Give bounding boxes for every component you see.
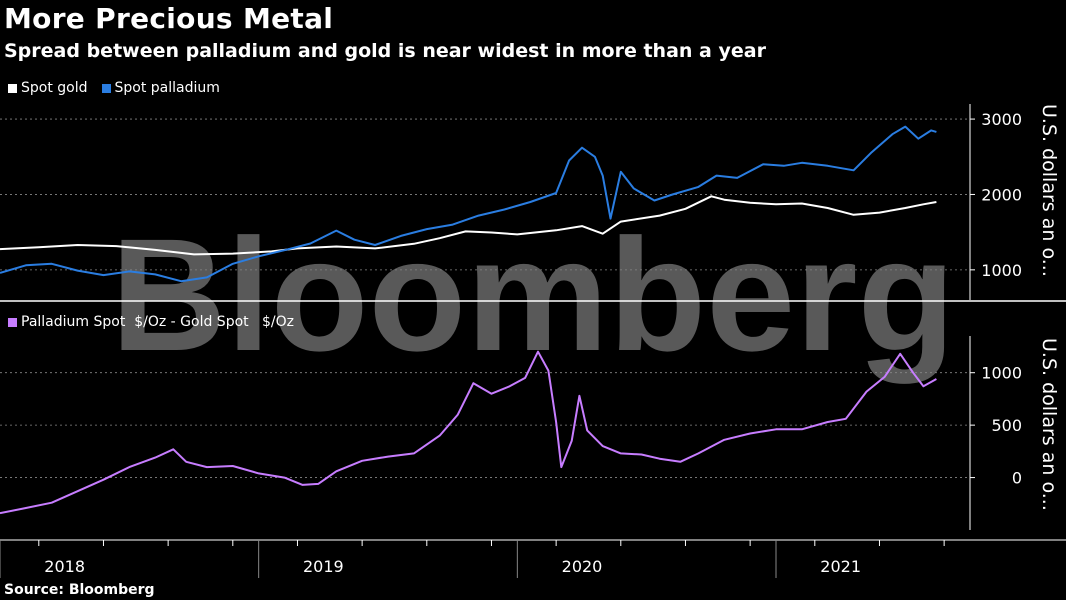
palladium-swatch-icon [101, 83, 111, 93]
chart-subtitle: Spread between palladium and gold is nea… [4, 40, 766, 62]
spread-swatch-icon [8, 317, 17, 327]
y-tick-label: 500 [991, 416, 1022, 435]
legend-label-gold: Spot gold [21, 80, 88, 96]
x-tick-label: 2021 [820, 557, 861, 576]
bottom-y-axis-label: U.S. dollars an o... [1038, 338, 1060, 511]
series-line-spot-gold [0, 195, 937, 256]
bottom-legend: Palladium Spot $/Oz - Gold Spot $/Oz [8, 314, 294, 330]
series-line-palladium-spot-oz-gold-spot-oz [0, 350, 937, 515]
y-tick-label: 3000 [981, 110, 1022, 129]
x-tick-label: 2019 [303, 557, 344, 576]
source-note: Source: Bloomberg [4, 582, 155, 598]
y-tick-label: 1000 [981, 364, 1022, 383]
gold-swatch-icon [8, 83, 17, 93]
top-y-axis-label: U.S. dollars an o... [1038, 104, 1060, 277]
watermark-text: Bloomberg [111, 205, 955, 384]
legend-item-gold: Spot gold [8, 80, 88, 96]
legend-label-palladium: Spot palladium [114, 80, 220, 96]
chart-title: More Precious Metal [4, 2, 334, 35]
top-legend: Spot gold Spot palladium [8, 80, 220, 96]
series-line-spot-palladium [0, 125, 937, 283]
y-tick-label: 0 [1012, 469, 1022, 488]
y-tick-label: 2000 [981, 185, 1022, 204]
legend-item-palladium: Spot palladium [101, 80, 220, 96]
x-tick-label: 2018 [44, 557, 85, 576]
y-tick-label: 1000 [981, 261, 1022, 280]
legend-label-spread: Palladium Spot $/Oz - Gold Spot $/Oz [21, 314, 294, 330]
x-tick-label: 2020 [562, 557, 603, 576]
legend-item-spread: Palladium Spot $/Oz - Gold Spot $/Oz [8, 314, 294, 330]
